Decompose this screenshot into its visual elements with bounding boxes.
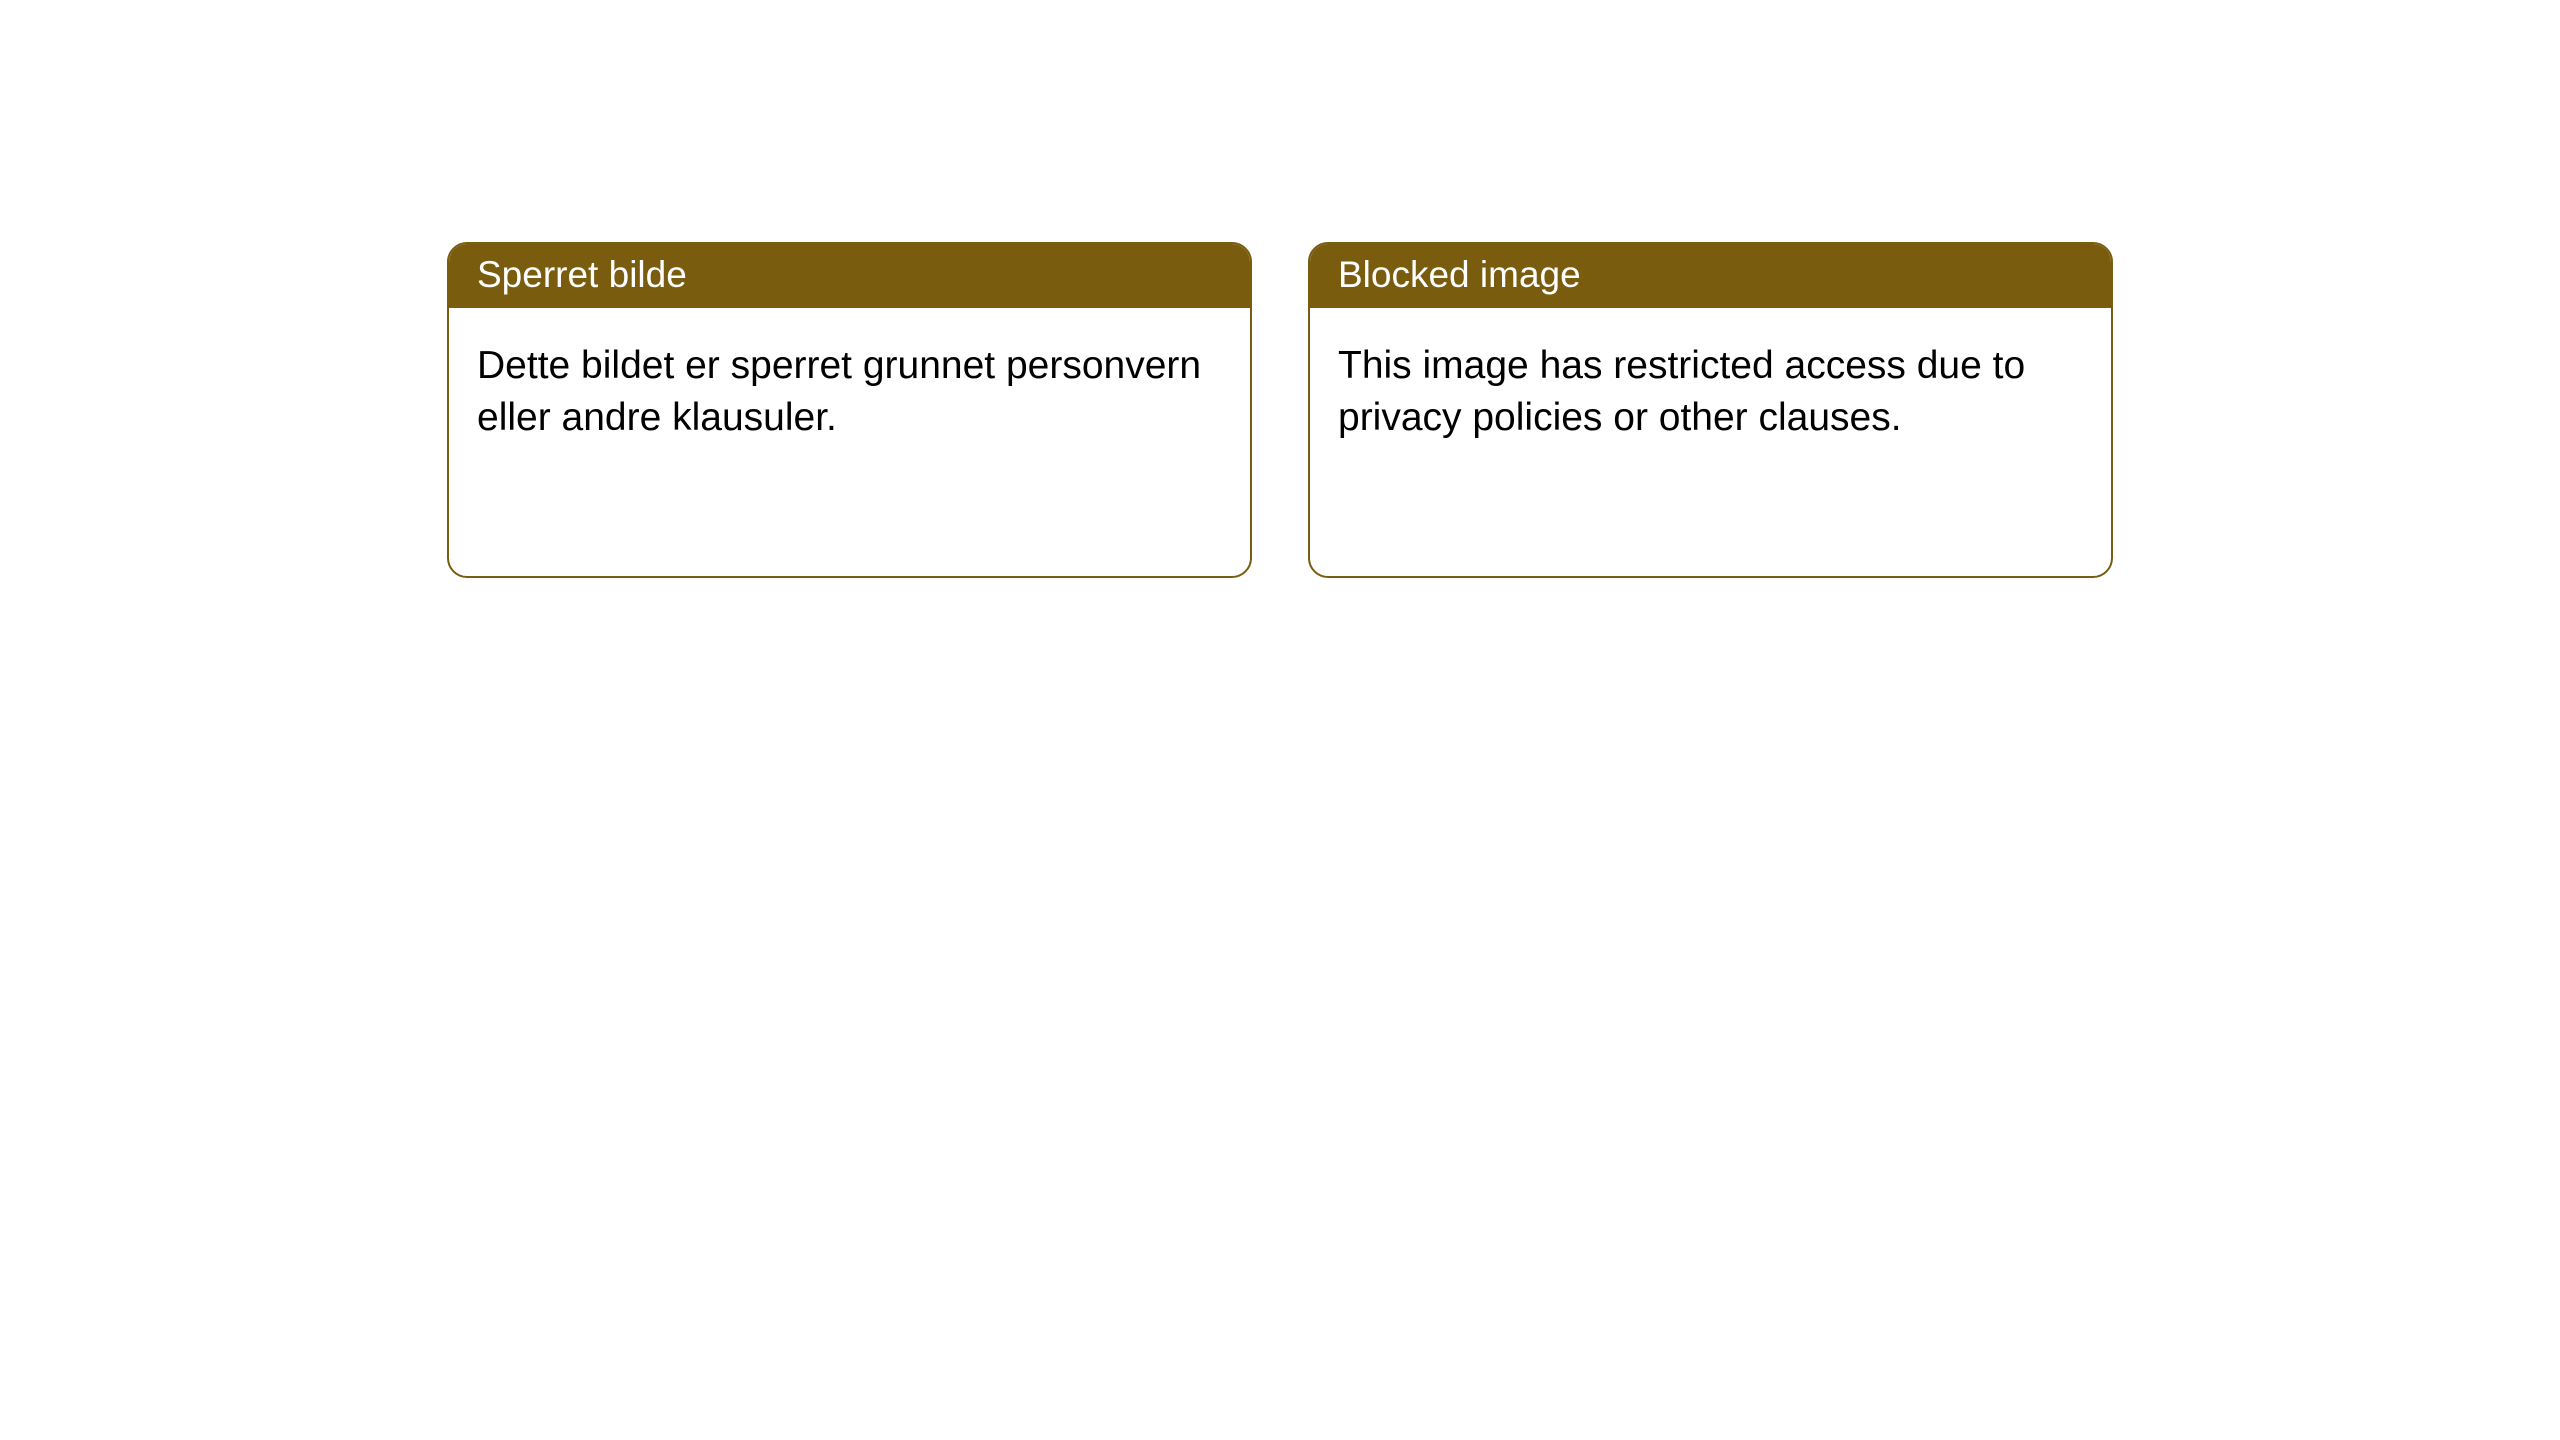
notice-container: Sperret bilde Dette bildet er sperret gr… [447, 242, 2113, 578]
blocked-image-card-no: Sperret bilde Dette bildet er sperret gr… [447, 242, 1252, 578]
card-header-no: Sperret bilde [449, 244, 1250, 308]
card-body-en: This image has restricted access due to … [1310, 308, 2111, 476]
card-header-en: Blocked image [1310, 244, 2111, 308]
blocked-image-card-en: Blocked image This image has restricted … [1308, 242, 2113, 578]
card-body-no: Dette bildet er sperret grunnet personve… [449, 308, 1250, 476]
